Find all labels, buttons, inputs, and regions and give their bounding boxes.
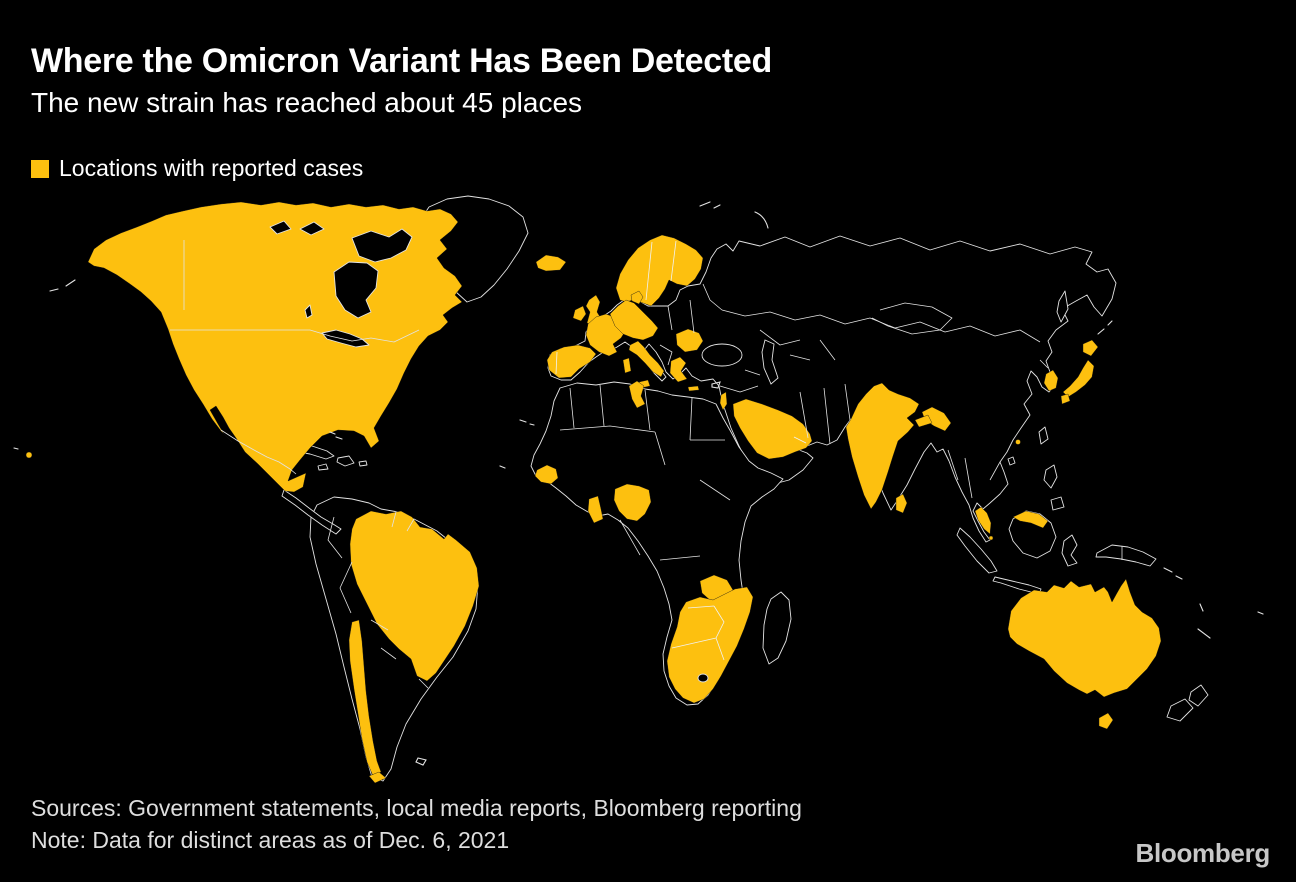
country-italy [628, 340, 665, 378]
region-central-america [281, 489, 342, 535]
island-baffin [351, 228, 413, 263]
country-lesotho [697, 673, 709, 683]
country-india [845, 382, 920, 510]
island-puerto-rico [358, 460, 368, 467]
region-iberia [546, 344, 597, 379]
island-specks [13, 201, 1264, 766]
island-sardinia [622, 357, 632, 374]
country-chile [348, 619, 382, 777]
region-arabian-peninsula [732, 398, 813, 460]
country-japan-honshu [1062, 359, 1095, 398]
country-brazil [349, 510, 480, 682]
country-romania [675, 328, 704, 353]
black-sea [701, 343, 743, 367]
legend-label: Locations with reported cases [59, 155, 364, 181]
territory-hong-kong [1015, 439, 1021, 445]
country-senegal [534, 464, 559, 485]
country-new-zealand-south [1166, 698, 1194, 722]
state-hawaii [25, 451, 33, 459]
country-israel [719, 391, 728, 411]
bloomberg-logo: Bloomberg [1135, 838, 1270, 868]
island-crete [687, 385, 700, 392]
island-hispaniola [336, 455, 355, 467]
country-japan-hokkaido [1082, 339, 1099, 357]
great-lakes [321, 329, 370, 348]
island-hainan [1007, 456, 1016, 466]
sources-note: Sources: Government statements, local me… [31, 795, 802, 821]
arctic-island-1 [299, 221, 325, 236]
island-sumatra [956, 527, 998, 574]
country-iceland [535, 254, 567, 272]
page-subtitle: The new strain has reached about 45 plac… [31, 87, 583, 118]
caspian-sea [761, 339, 779, 385]
inland-water-and-islands [269, 220, 413, 348]
island-new-guinea [1095, 544, 1157, 567]
country-tunisia [628, 380, 646, 409]
country-south-korea [1043, 369, 1059, 392]
island-jamaica [317, 463, 329, 471]
country-sri-lanka [895, 493, 908, 514]
island-taiwan [1038, 426, 1049, 445]
country-new-zealand-north [1188, 684, 1209, 707]
country-australia [1007, 578, 1162, 698]
hudson-bay [333, 261, 379, 319]
country-ghana [587, 495, 604, 524]
island-sulawesi [1061, 534, 1078, 567]
country-ireland [572, 305, 587, 322]
arctic-island-2 [269, 220, 292, 235]
country-japan-kyushu [1060, 393, 1071, 405]
island-sakhalin [1056, 290, 1069, 323]
legend-swatch [31, 159, 49, 178]
highlighted-countries [25, 201, 1162, 784]
country-malaysia-peninsula [974, 506, 992, 535]
page-title: Where the Omicron Variant Has Been Detec… [31, 42, 772, 80]
region-scandinavia [615, 234, 704, 307]
country-denmark [630, 290, 644, 305]
state-tasmania [1098, 712, 1114, 730]
region-southern-africa [666, 586, 754, 704]
country-chile-tierra-del-fuego [368, 771, 387, 784]
internal-borders [170, 240, 1123, 689]
region-central-europe [609, 299, 659, 341]
country-nigeria [613, 483, 652, 522]
country-madagascar [762, 591, 792, 665]
island-mindanao [1050, 496, 1065, 511]
country-nepal [914, 414, 933, 428]
data-note: Note: Data for distinct areas as of Dec.… [31, 827, 510, 853]
country-greece [669, 356, 688, 383]
continent-eurasia [547, 235, 1117, 543]
country-singapore [988, 535, 994, 541]
legend: Locations with reported cases [31, 155, 363, 182]
country-malaysia-borneo [1012, 510, 1049, 529]
island-luzon [1043, 464, 1058, 489]
lake-winnipeg [304, 304, 313, 319]
